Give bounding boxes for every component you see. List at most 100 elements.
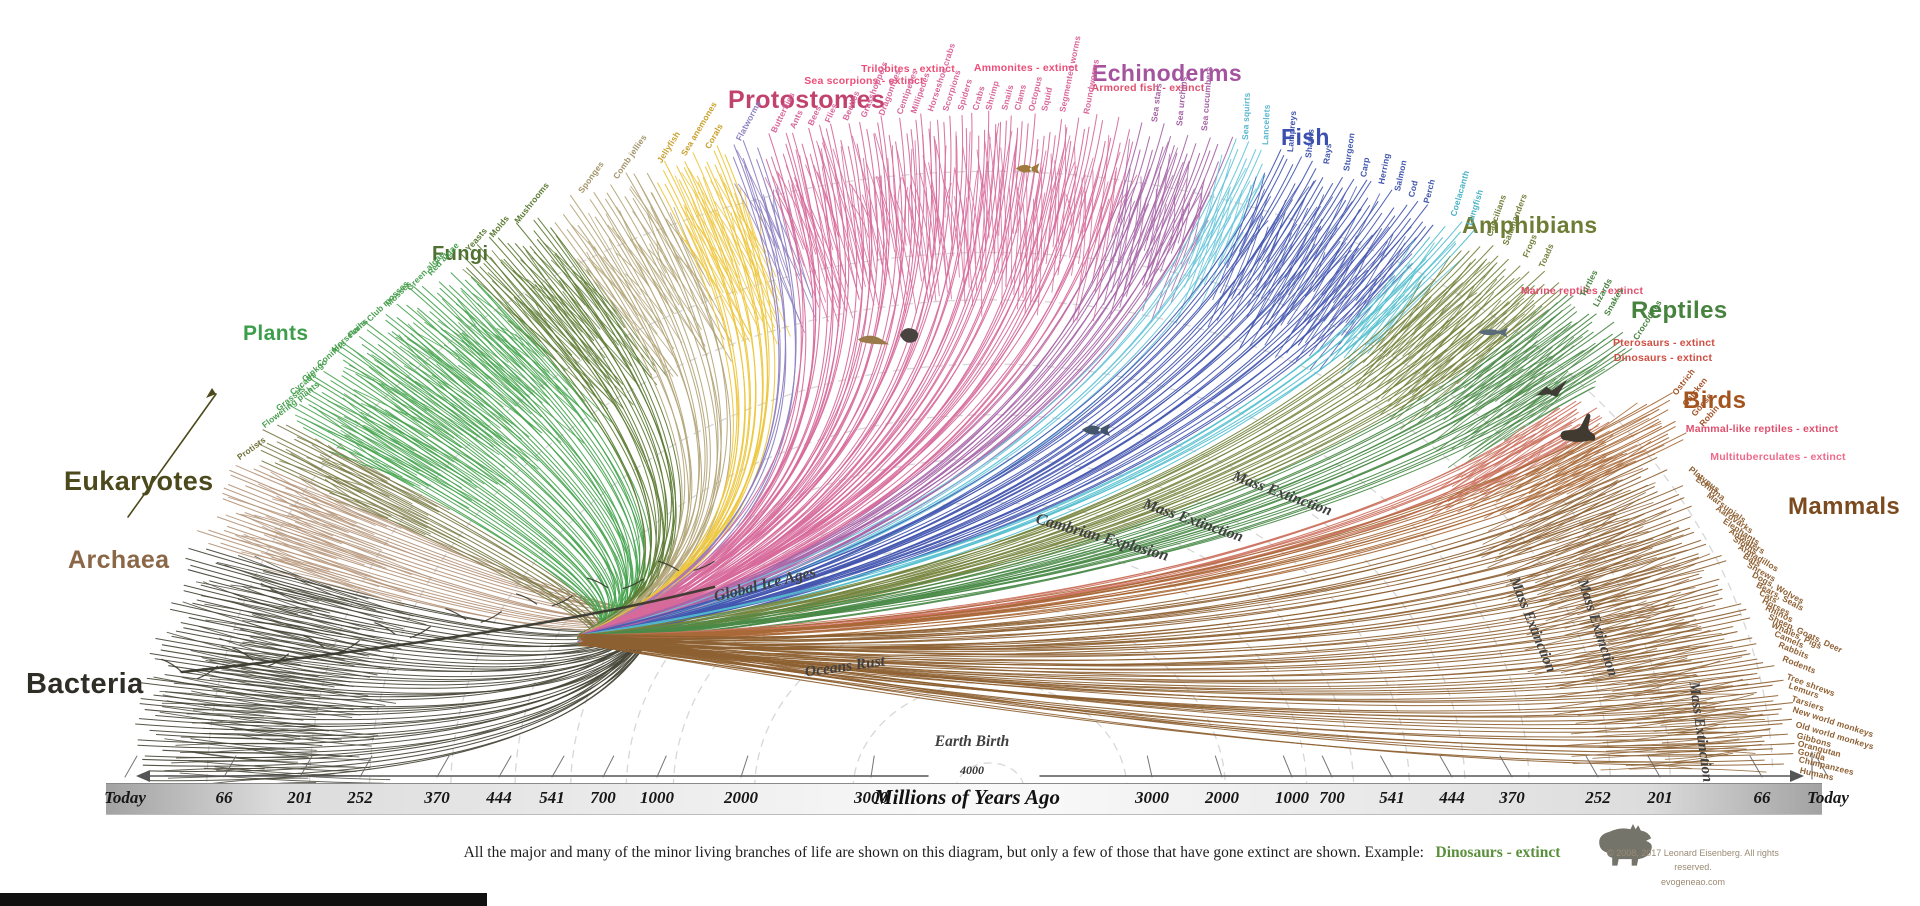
- axis-arrow-left: [136, 770, 150, 782]
- branch-tunicates: [584, 141, 1250, 641]
- timeline-mark: 700: [1319, 788, 1345, 807]
- timeline-tick: [1321, 755, 1333, 778]
- timeline-mark: 2000: [1205, 788, 1239, 807]
- bottom-crop-strip: [0, 893, 487, 906]
- branch-birds: [581, 420, 1662, 644]
- branch-mammals: [580, 457, 1658, 645]
- timeline-tick: [1499, 755, 1513, 778]
- timeline-mark: 66: [215, 788, 233, 807]
- extinct-label: Pterosaurs - extinct: [1612, 337, 1716, 349]
- pterosaur-icon: [1536, 380, 1568, 397]
- timeline-mark: 201: [1647, 788, 1673, 807]
- branch-echinoderms: [587, 145, 1175, 641]
- timeline-tick: [1647, 755, 1661, 778]
- branch-tunicates: [590, 149, 1239, 643]
- extinct-label: Ammonites - extinct: [973, 62, 1079, 74]
- branch-reptiles: [577, 321, 1593, 647]
- branch-amphibians: [583, 250, 1462, 642]
- branch-sponges: [563, 214, 686, 637]
- branch-mammals: [577, 593, 1719, 666]
- branch-amphibians: [583, 262, 1498, 646]
- marine-reptile-icon: [1478, 328, 1508, 338]
- branch-mammals: [580, 531, 1695, 650]
- timeline-mark: 1000: [640, 788, 674, 807]
- timeline-mark: 66: [1753, 788, 1771, 807]
- timeline-bar: [106, 783, 1822, 815]
- timeline-tick: [124, 755, 138, 778]
- timeline-tick: [1282, 755, 1293, 778]
- bacteria-spine: [180, 585, 716, 674]
- branch-mammals: [582, 603, 1742, 666]
- branch-flatworms: [576, 140, 786, 643]
- branch-lungfish: [582, 236, 1431, 635]
- triceratops-icon: [1599, 824, 1652, 866]
- branch-protostomes: [590, 156, 807, 636]
- timeline-mark: 3000: [854, 788, 888, 807]
- timeline-4000-label: 4000: [960, 763, 984, 777]
- branch-protostomes: [584, 143, 817, 638]
- eukaryotes-arrowhead: [206, 388, 216, 398]
- timeline-mark: 700: [590, 788, 616, 807]
- branch-mammals: [583, 584, 1718, 662]
- branch-mammals: [589, 542, 1682, 648]
- timeline-tick: [359, 755, 373, 778]
- copyright: © 2008, 2017 Leonard Eisenberg. All righ…: [1598, 846, 1788, 889]
- clade-label-protostomes: Protostomes: [728, 86, 886, 114]
- timeline-mark: 370: [424, 788, 450, 807]
- timeline-mark: 444: [1439, 788, 1465, 807]
- branch-mammals: [589, 588, 1723, 661]
- branch-mammals: [585, 484, 1649, 642]
- branch-mammals-apes: [579, 643, 1757, 712]
- branch-dinosaurs: [587, 407, 1561, 640]
- branch-mammals: [584, 519, 1671, 649]
- branch-protostomes: [592, 135, 958, 640]
- clade-label-mammals: Mammals: [1788, 493, 1901, 520]
- timeline-tick: [1146, 755, 1153, 778]
- branch-echinoderms: [576, 153, 1188, 638]
- timeline-mark: 541: [539, 788, 565, 807]
- timeline-tick: [299, 755, 313, 778]
- branch-reptiles: [581, 348, 1626, 645]
- branch-fish: [579, 149, 1282, 641]
- clade-label-amphibians: Amphibians: [1462, 212, 1598, 238]
- branch-mammals-apes: [587, 641, 1764, 694]
- extinct-label: Trilobites - extinct: [861, 63, 955, 75]
- branch-mammals: [591, 497, 1685, 646]
- clade-label-archaea: Archaea: [68, 546, 170, 574]
- time-arc: [625, 501, 1355, 787]
- branch-cnidarians: [577, 175, 757, 637]
- copyright-line1: © 2008, 2017 Leonard Eisenberg. All righ…: [1607, 848, 1779, 873]
- branch-reptiles: [587, 294, 1569, 636]
- caption-text: All the major and many of the minor livi…: [463, 844, 1424, 861]
- clade-label-eukaryotes: Eukaryotes: [64, 466, 214, 496]
- branch-mammals-apes: [586, 636, 1761, 702]
- time-arc: [672, 539, 1308, 788]
- branch-reptiles: [583, 295, 1574, 643]
- branch-fish: [577, 197, 1369, 645]
- axis-title: Millions of Years Ago: [873, 785, 1061, 809]
- clade-label-fungi: Fungi: [432, 243, 489, 265]
- time-arc: [206, 170, 1774, 783]
- clade-label-birds: Birds: [1683, 387, 1747, 414]
- branch-mammals: [587, 467, 1649, 640]
- sauropod-icon: [1560, 413, 1596, 442]
- timeline-tick: [1214, 755, 1223, 778]
- timeline-tick: [1749, 755, 1763, 778]
- branch-birds: [586, 403, 1648, 643]
- timeline-tick: [436, 755, 450, 778]
- branch-birds: [578, 399, 1670, 645]
- time-arc: [955, 762, 1025, 791]
- clade-label-reptiles: Reptiles: [1631, 297, 1728, 324]
- timeline-tick: [551, 755, 565, 778]
- branch-echinoderms: [590, 136, 1151, 635]
- timeline-tick: [602, 755, 615, 778]
- timeline-mark: 541: [1379, 788, 1405, 807]
- branch-protostomes: [585, 121, 1002, 637]
- clade-label-bacteria: Bacteria: [26, 668, 144, 700]
- extinct-label: Armored fish - extinct: [1091, 82, 1205, 94]
- extinct-label: Multituberculates - extinct: [1710, 451, 1846, 463]
- time-arc: [852, 681, 1128, 790]
- timeline-mark: 3000: [1135, 788, 1169, 807]
